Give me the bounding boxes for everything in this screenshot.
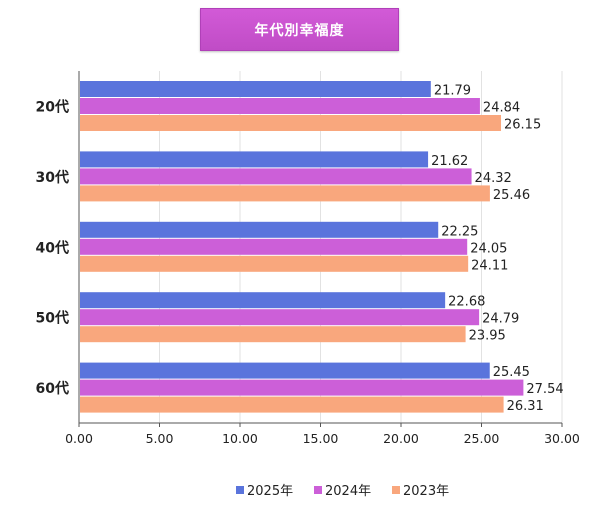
x-tick-label: 15.00 bbox=[303, 431, 339, 446]
bar-2-2 bbox=[80, 255, 469, 272]
data-label: 24.05 bbox=[470, 241, 507, 256]
category-label: 40代 bbox=[36, 239, 69, 256]
bar-0-0 bbox=[80, 81, 431, 97]
data-label: 21.62 bbox=[431, 154, 468, 169]
bar-1-3 bbox=[80, 309, 480, 326]
bar-0-2 bbox=[80, 221, 439, 238]
legend-label: 2023年 bbox=[403, 484, 449, 499]
data-label: 24.84 bbox=[483, 101, 520, 116]
data-label: 25.45 bbox=[493, 365, 530, 380]
data-label: 27.54 bbox=[526, 382, 563, 397]
x-tick-label: 20.00 bbox=[383, 431, 419, 446]
bar-0-3 bbox=[80, 292, 446, 309]
data-label: 23.95 bbox=[469, 329, 506, 344]
chart-title: 年代別幸福度 bbox=[254, 22, 345, 39]
bar-1-4 bbox=[80, 379, 524, 396]
bar-2-4 bbox=[80, 396, 504, 413]
legend-swatch bbox=[392, 486, 400, 494]
bar-1-0 bbox=[80, 98, 480, 114]
bar-2-1 bbox=[80, 185, 490, 202]
chart-title-banner: 年代別幸福度 bbox=[200, 8, 399, 51]
x-tick-label: 25.00 bbox=[464, 431, 500, 446]
legend-swatch bbox=[236, 486, 244, 494]
legend-label: 2025年 bbox=[247, 484, 293, 499]
bar-1-1 bbox=[80, 168, 472, 185]
bar-2-3 bbox=[80, 326, 466, 343]
category-label: 50代 bbox=[36, 310, 69, 327]
data-label: 26.15 bbox=[504, 118, 541, 133]
x-tick-label: 0.00 bbox=[65, 431, 93, 446]
data-label: 22.68 bbox=[448, 295, 485, 310]
x-tick-label: 5.00 bbox=[146, 431, 174, 446]
data-label: 21.79 bbox=[434, 84, 471, 99]
bar-2-0 bbox=[80, 115, 502, 131]
category-label: 60代 bbox=[36, 380, 69, 397]
bar-0-4 bbox=[80, 362, 490, 379]
data-label: 24.32 bbox=[475, 171, 512, 186]
bar-0-1 bbox=[80, 151, 429, 168]
data-label: 25.46 bbox=[493, 188, 530, 203]
category-label: 20代 bbox=[36, 99, 69, 116]
data-label: 22.25 bbox=[441, 224, 478, 239]
x-tick-label: 30.00 bbox=[544, 431, 580, 446]
data-label: 24.79 bbox=[482, 312, 519, 327]
category-label: 30代 bbox=[36, 169, 69, 186]
legend-swatch bbox=[314, 486, 322, 494]
data-label: 24.11 bbox=[471, 258, 508, 273]
legend-label: 2024年 bbox=[325, 484, 371, 499]
bar-1-2 bbox=[80, 238, 468, 255]
data-label: 26.31 bbox=[507, 399, 544, 414]
x-tick-label: 10.00 bbox=[222, 431, 258, 446]
